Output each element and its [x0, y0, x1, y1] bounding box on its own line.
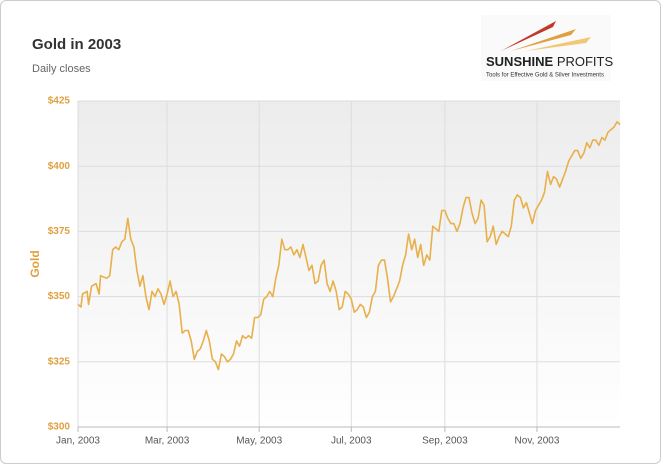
y-axis-label: Gold — [28, 250, 42, 277]
y-tick-label: $325 — [48, 356, 71, 367]
logo-ray — [501, 21, 556, 51]
logo-name-light: PROFITS — [557, 54, 614, 69]
y-tick-label: $425 — [48, 96, 71, 107]
x-tick-label: Mar, 2003 — [145, 436, 190, 447]
x-tick-label: Nov, 2003 — [515, 436, 560, 447]
logo-ray — [526, 37, 591, 51]
x-tick-label: Jan, 2003 — [56, 436, 100, 447]
data-line — [77, 121, 621, 371]
y-tick-label: $300 — [48, 422, 71, 433]
y-tick-label: $400 — [48, 161, 71, 172]
chart-subtitle: Daily closes — [32, 63, 91, 75]
x-tick-label: May, 2003 — [236, 436, 282, 447]
logo-name: SUNSHINE PROFITS — [486, 54, 613, 69]
logo-ray — [511, 29, 576, 51]
logo-name-bold: SUNSHINE — [486, 54, 554, 69]
plot-area — [78, 101, 620, 427]
logo-tagline: Tools for Effective Gold & Silver Invest… — [486, 73, 604, 79]
y-tick-label: $375 — [48, 226, 71, 237]
y-tick-label: $350 — [48, 291, 71, 302]
x-tick-label: Jul, 2003 — [331, 436, 372, 447]
chart-title: Gold in 2003 — [32, 36, 121, 53]
logo: SUNSHINE PROFITS Tools for Effective Gol… — [481, 15, 613, 81]
x-tick-label: Sep, 2003 — [422, 436, 468, 447]
